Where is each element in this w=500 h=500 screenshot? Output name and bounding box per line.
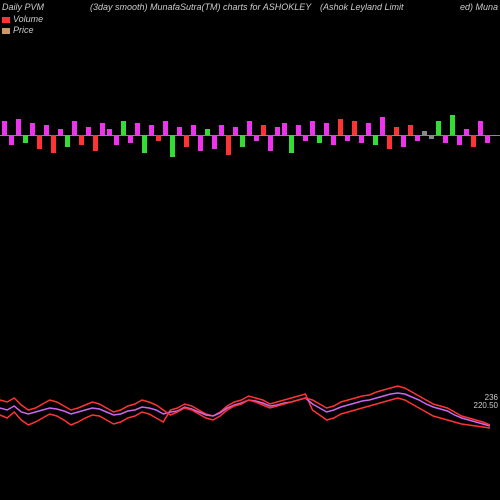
legend-price-swatch [2, 28, 10, 34]
volume-bar [471, 135, 476, 147]
volume-bar [352, 121, 357, 135]
volume-bar [422, 131, 427, 135]
volume-bar [401, 135, 406, 147]
legend-volume-swatch [2, 17, 10, 23]
volume-bar [9, 135, 14, 145]
chart-header: Daily PVM (3day smooth) MunafaSutra(TM) … [0, 2, 500, 16]
volume-bar [184, 135, 189, 147]
volume-bar [443, 135, 448, 143]
volume-bar [366, 123, 371, 135]
volume-bar [51, 135, 56, 153]
volume-bar [93, 135, 98, 151]
volume-bar [100, 123, 105, 135]
volume-bar [485, 135, 490, 143]
volume-bar [429, 135, 434, 139]
header-left: Daily PVM [2, 2, 44, 12]
volume-bar [394, 127, 399, 135]
volume-bar [121, 121, 126, 135]
volume-bar [170, 135, 175, 157]
volume-bar [317, 135, 322, 143]
price-label-2: 220.50 [474, 401, 498, 410]
volume-bar [65, 135, 70, 147]
volume-bar [373, 135, 378, 145]
price-chart [0, 360, 500, 440]
legend-volume: Volume [2, 14, 43, 25]
volume-bar [303, 135, 308, 141]
volume-bar [23, 135, 28, 143]
volume-bar [219, 125, 224, 135]
volume-bar [16, 119, 21, 135]
volume-bar [2, 121, 7, 135]
volume-bar [156, 135, 161, 141]
volume-bar [450, 115, 455, 135]
volume-bar [128, 135, 133, 143]
volume-bar [114, 135, 119, 145]
legend-volume-label: Volume [13, 14, 43, 25]
volume-bar [296, 125, 301, 135]
volume-bar [282, 123, 287, 135]
legend: Volume Price [2, 14, 43, 36]
volume-bar [205, 129, 210, 135]
volume-bar [254, 135, 259, 141]
header-right: ed) Muna [460, 2, 498, 12]
legend-price-label: Price [13, 25, 34, 36]
volume-bar [177, 127, 182, 135]
volume-bar [37, 135, 42, 149]
volume-bar [79, 135, 84, 145]
volume-bar [58, 129, 63, 135]
volume-bar [212, 135, 217, 149]
volume-bar [436, 121, 441, 135]
volume-bar [191, 125, 196, 135]
volume-bar [44, 125, 49, 135]
volume-bar [135, 123, 140, 135]
volume-bar [72, 121, 77, 135]
volume-bar [464, 129, 469, 135]
volume-bar [324, 123, 329, 135]
header-mid1: (3day smooth) MunafaSutra(TM) charts for… [90, 2, 311, 12]
header-mid2: (Ashok Leyland Limit [320, 2, 404, 12]
volume-bar [359, 135, 364, 143]
volume-bar [163, 121, 168, 135]
volume-bar [142, 135, 147, 153]
volume-bar [289, 135, 294, 153]
volume-bar [86, 127, 91, 135]
volume-bar [149, 125, 154, 135]
volume-baseline [0, 135, 500, 136]
legend-price: Price [2, 25, 43, 36]
volume-bar [30, 123, 35, 135]
volume-bar [107, 129, 112, 135]
volume-bar [415, 135, 420, 141]
volume-bar [331, 135, 336, 145]
volume-bar [275, 127, 280, 135]
volume-bar [198, 135, 203, 151]
volume-bar [233, 127, 238, 135]
volume-bar [310, 121, 315, 135]
volume-bar [387, 135, 392, 149]
price-line [0, 386, 490, 425]
volume-bar [261, 125, 266, 135]
volume-bar [247, 121, 252, 135]
volume-bar [338, 119, 343, 135]
volume-bar [268, 135, 273, 151]
volume-bar [380, 117, 385, 135]
volume-bar [457, 135, 462, 145]
volume-bar [408, 125, 413, 135]
volume-bar [226, 135, 231, 155]
volume-bar [345, 135, 350, 141]
volume-bar [478, 121, 483, 135]
volume-bar [240, 135, 245, 147]
